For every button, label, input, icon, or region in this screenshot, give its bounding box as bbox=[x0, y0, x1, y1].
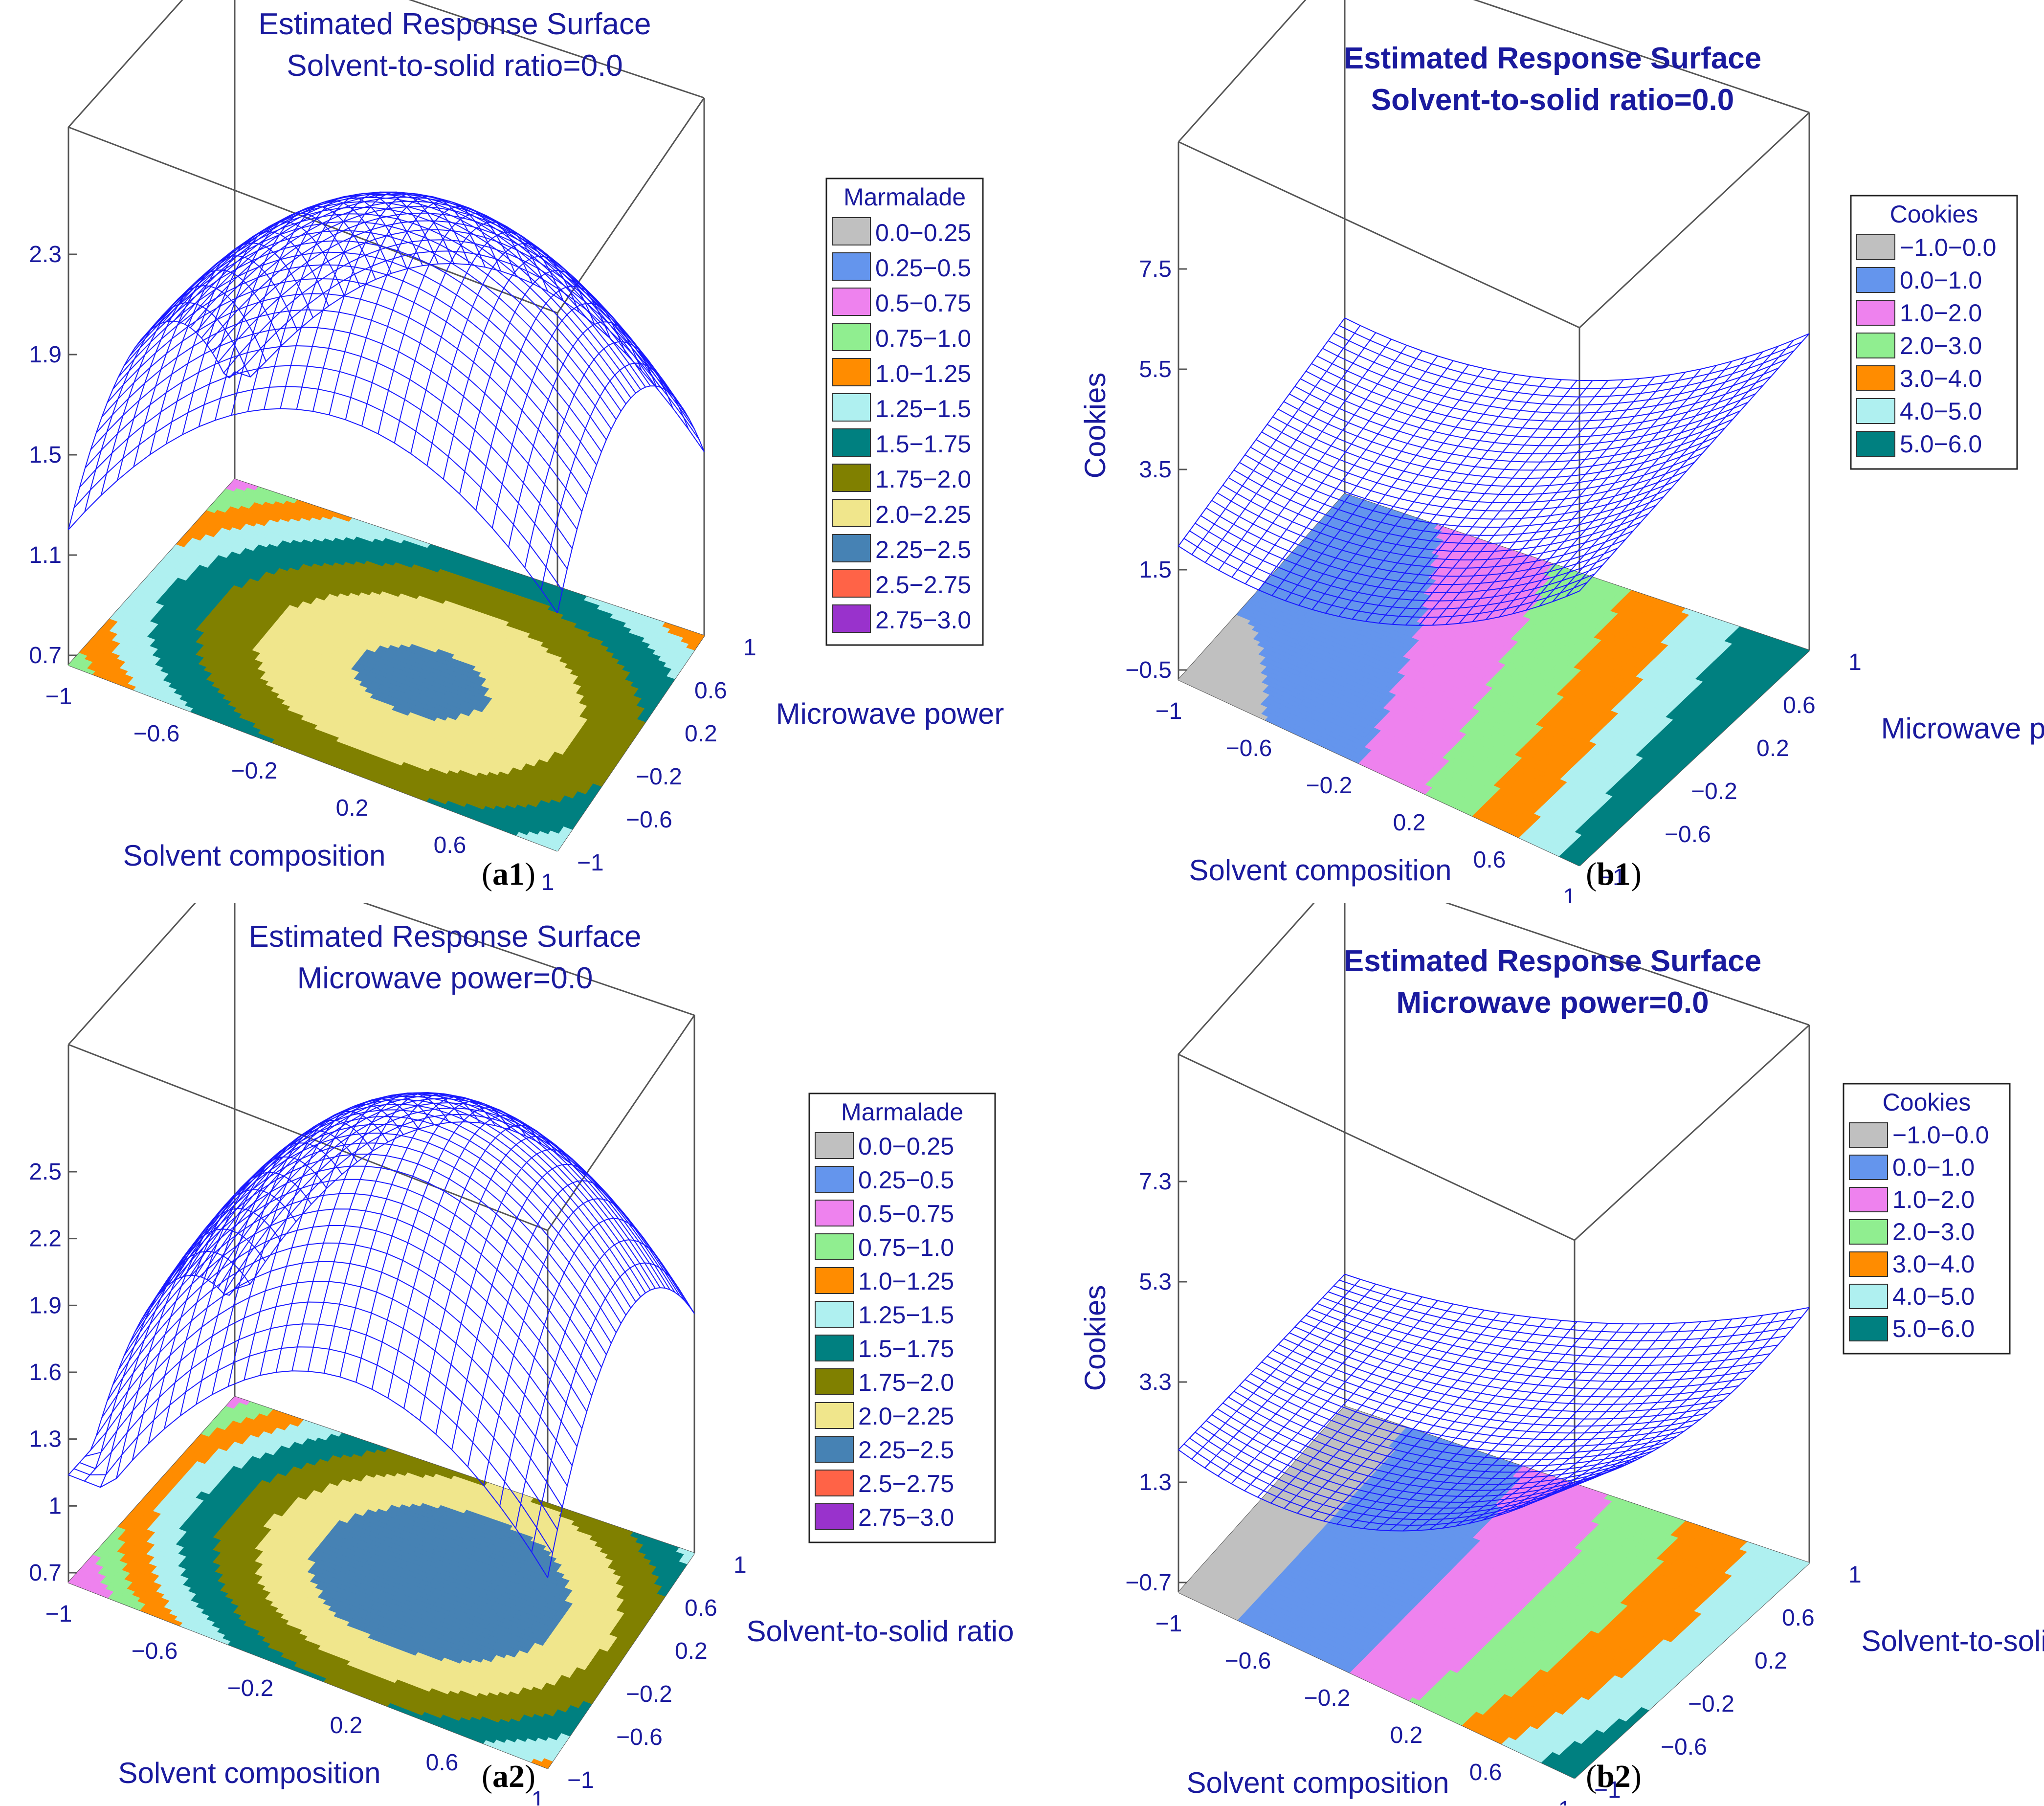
legend-swatch bbox=[832, 534, 871, 562]
legend-title: Marmalade bbox=[844, 183, 966, 211]
box-top-edge bbox=[556, 97, 705, 313]
z-tick-label: 0.7 bbox=[29, 643, 62, 669]
mesh-line-v bbox=[101, 293, 587, 495]
mesh-line-u bbox=[475, 286, 626, 511]
legend-entry: 1.5−1.75 bbox=[875, 430, 971, 458]
chart-svg-b1: Estimated Response SurfaceSolvent-to-sol… bbox=[1079, 0, 2044, 903]
legend-entry: 1.75−2.0 bbox=[875, 466, 971, 493]
x-axis-label: Solvent composition bbox=[123, 839, 386, 872]
mesh-line-v bbox=[79, 365, 568, 569]
mesh-line-u bbox=[329, 196, 486, 415]
legend-swatch bbox=[832, 288, 871, 316]
mesh-line-v bbox=[118, 251, 602, 452]
mesh-line-v bbox=[184, 194, 661, 388]
mesh-line-u bbox=[394, 222, 548, 444]
legend-entry: 2.5−2.75 bbox=[875, 571, 971, 599]
box-top-edge bbox=[1473, 0, 1810, 113]
mesh-line-v bbox=[112, 264, 597, 466]
legend-swatch bbox=[832, 569, 871, 598]
x-tick-label: −1 bbox=[45, 684, 72, 710]
box-top-edge bbox=[408, 0, 705, 99]
mesh-line-v bbox=[223, 239, 695, 429]
x-tick-label: 0.6 bbox=[434, 832, 467, 858]
box-top-edge bbox=[1178, 0, 1307, 143]
legend-swatch bbox=[832, 252, 871, 281]
mesh-line-v bbox=[162, 194, 641, 390]
legend-swatch bbox=[832, 604, 871, 633]
mesh-line-v bbox=[129, 230, 612, 429]
mesh-line-v bbox=[156, 197, 636, 394]
y-tick-label: −0.6 bbox=[626, 807, 672, 833]
contour-floor bbox=[68, 479, 705, 851]
z-tick-label: 1.1 bbox=[29, 542, 62, 568]
y-tick-label: 1 bbox=[743, 635, 756, 661]
mesh-line-v bbox=[178, 192, 656, 386]
mesh-line-v bbox=[73, 386, 563, 591]
legend-entry: 2.75−3.0 bbox=[875, 606, 971, 634]
mesh-line-u bbox=[149, 242, 313, 455]
mesh-line-v bbox=[234, 263, 705, 452]
legend-swatch bbox=[832, 393, 871, 422]
mesh-line-u bbox=[540, 362, 689, 590]
box-top-edge bbox=[68, 126, 558, 314]
chart-subtitle: Solvent-to-solid ratio=0.0 bbox=[287, 49, 623, 83]
contour-floor bbox=[1178, 493, 1810, 866]
mesh-line-v bbox=[206, 212, 680, 404]
mesh-line-v bbox=[68, 408, 558, 614]
legend-entry: 0.75−1.0 bbox=[875, 325, 971, 352]
mesh-line-v bbox=[212, 220, 685, 412]
contour-cell bbox=[693, 633, 705, 640]
y-tick-label: −1 bbox=[577, 850, 604, 876]
z-axis-label: Marmalade bbox=[0, 337, 1, 484]
surface-mesh bbox=[68, 191, 705, 614]
legend: Marmalade 0.0−0.25 0.25−0.5 0.5−0.75 0.75−1.… bbox=[825, 178, 984, 646]
x-tick-label: 1 bbox=[541, 870, 555, 895]
mesh-line-u bbox=[68, 320, 235, 530]
y-tick-label: 0.6 bbox=[694, 678, 727, 704]
y-tick-label: 0.2 bbox=[685, 721, 717, 747]
box-top-edge bbox=[1178, 141, 1580, 329]
mesh-line-u bbox=[215, 205, 376, 421]
chart-a1: Estimated Response Surface Solvent-to-sol… bbox=[0, 0, 1022, 903]
legend-swatch bbox=[832, 464, 871, 492]
legend-swatch bbox=[832, 217, 871, 245]
legend-entry: 0.0−0.25 bbox=[875, 219, 971, 246]
legend-entry: 1.25−1.5 bbox=[875, 395, 971, 423]
x-tick-label: 0.2 bbox=[336, 795, 369, 821]
legend-swatch bbox=[832, 323, 871, 351]
chart-svg-a1: Estimated Response Surface Solvent-to-sol… bbox=[0, 0, 1004, 895]
legend-entry: 1.0−1.25 bbox=[875, 360, 971, 387]
legend-entry: 2.25−2.5 bbox=[875, 536, 971, 563]
mesh-line-v bbox=[229, 250, 700, 440]
legend-swatch bbox=[832, 358, 871, 386]
z-tick-label: 2.3 bbox=[29, 242, 62, 268]
x-tick-label: −0.6 bbox=[133, 721, 180, 747]
legend-entry: 2.0−2.25 bbox=[875, 501, 971, 528]
mesh-line-v bbox=[151, 201, 631, 399]
mesh-line-u bbox=[524, 341, 673, 568]
box-top-edge bbox=[1578, 111, 1810, 329]
legend-swatch bbox=[832, 499, 871, 527]
legend-entry: 0.25−0.5 bbox=[875, 254, 971, 282]
mesh-line-v bbox=[95, 309, 582, 512]
y-tick-label: −0.2 bbox=[636, 764, 682, 790]
mesh-line-v bbox=[107, 278, 592, 480]
chart-title: Estimated Response Surface bbox=[259, 7, 651, 41]
mesh-line-v bbox=[90, 326, 578, 530]
legend-swatch bbox=[832, 428, 871, 457]
z-tick-label: 1.5 bbox=[29, 442, 62, 468]
mesh-line-v bbox=[218, 229, 690, 420]
chart-b1: Estimated Response Surface Solvent-to-sol… bbox=[1022, 0, 2044, 903]
z-tick-label: 1.9 bbox=[29, 342, 62, 368]
box-top-edge bbox=[67, 0, 183, 128]
y-axis-label: Microwave power bbox=[776, 697, 1004, 730]
x-tick-label: −0.2 bbox=[231, 758, 278, 784]
mesh-line-v bbox=[201, 206, 675, 399]
legend-entry: 0.5−0.75 bbox=[875, 290, 971, 317]
mesh-line-v bbox=[85, 345, 573, 549]
